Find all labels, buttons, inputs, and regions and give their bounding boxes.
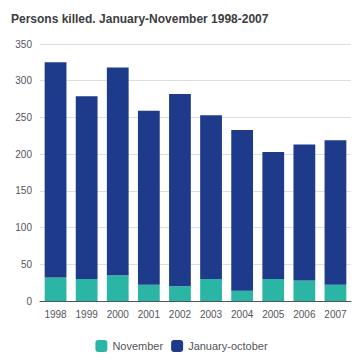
svg-text:2003: 2003 [200, 309, 223, 320]
svg-text:1998: 1998 [44, 309, 67, 320]
svg-text:Persons killed. January-Novemb: Persons killed. January-November 1998-20… [11, 12, 269, 26]
svg-text:2000: 2000 [107, 309, 130, 320]
svg-text:2007: 2007 [324, 309, 347, 320]
svg-text:200: 200 [15, 149, 32, 160]
svg-text:2004: 2004 [231, 309, 254, 320]
svg-text:0: 0 [26, 296, 32, 307]
svg-text:November: November [112, 340, 163, 352]
svg-text:350: 350 [15, 39, 32, 50]
svg-text:250: 250 [15, 112, 32, 123]
svg-text:150: 150 [15, 185, 32, 196]
svg-text:2001: 2001 [138, 309, 161, 320]
svg-text:2005: 2005 [262, 309, 285, 320]
svg-text:January-october: January-october [188, 340, 268, 352]
svg-text:2006: 2006 [293, 309, 316, 320]
svg-text:1999: 1999 [76, 309, 99, 320]
svg-text:100: 100 [15, 222, 32, 233]
svg-text:300: 300 [15, 75, 32, 86]
svg-text:50: 50 [21, 259, 33, 270]
svg-text:2002: 2002 [169, 309, 192, 320]
